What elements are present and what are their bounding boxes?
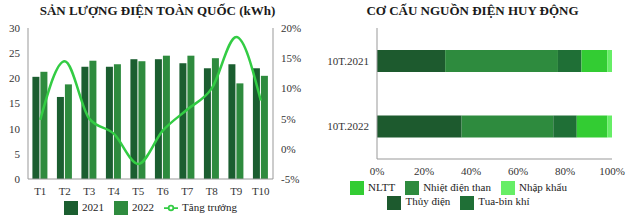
- svg-text:10%: 10%: [281, 82, 301, 94]
- svg-text:T9: T9: [230, 185, 243, 197]
- html-text:Thủy điện: Thủy điện: [405, 195, 451, 208]
- svg-text:10T.2022: 10T.2022: [327, 120, 369, 132]
- svg-text:T4: T4: [108, 185, 121, 197]
- svg-text:0%: 0%: [370, 165, 385, 177]
- svg-text:20%: 20%: [281, 22, 301, 34]
- html-text:NLTT: NLTT: [368, 181, 396, 193]
- svg-text:10: 10: [9, 123, 21, 135]
- svg-text:30: 30: [9, 22, 21, 34]
- html-text:2021: 2021: [82, 201, 105, 213]
- svg-text:T3: T3: [83, 185, 96, 197]
- svg-text:T10: T10: [252, 185, 270, 197]
- svg-text:25: 25: [9, 47, 21, 59]
- svg-text:80%: 80%: [555, 165, 575, 177]
- svg-text:10T.2021: 10T.2021: [327, 55, 369, 67]
- svg-text:0: 0: [15, 173, 21, 185]
- html-text:SẢN LƯỢNG ĐIỆN TOÀN QUỐC (kWh): SẢN LƯỢNG ĐIỆN TOÀN QUỐC (kWh): [39, 3, 276, 18]
- svg-text:0%: 0%: [281, 143, 296, 155]
- html-text:Nhiệt điện than: Nhiệt điện than: [423, 181, 491, 193]
- svg-text:5: 5: [15, 148, 21, 160]
- svg-text:40%: 40%: [461, 165, 481, 177]
- html-text:Tua-bin khí: Tua-bin khí: [478, 195, 530, 208]
- svg-text:15%: 15%: [281, 52, 301, 64]
- html-text:Tăng trưởng: Tăng trưởng: [182, 201, 237, 213]
- svg-text:20%: 20%: [414, 165, 434, 177]
- svg-text:-5%: -5%: [281, 173, 299, 185]
- svg-text:T1: T1: [34, 185, 46, 197]
- svg-text:20: 20: [9, 72, 21, 84]
- svg-text:T5: T5: [132, 185, 145, 197]
- svg-text:100%: 100%: [599, 165, 622, 177]
- svg-text:T6: T6: [157, 185, 170, 197]
- html-text:CƠ CẤU NGUỒN ĐIỆN HUY ĐỘNG: CƠ CẤU NGUỒN ĐIỆN HUY ĐỘNG: [366, 3, 579, 18]
- html-text:2022: 2022: [132, 201, 155, 213]
- svg-text:60%: 60%: [508, 165, 528, 177]
- svg-text:T8: T8: [206, 185, 219, 197]
- svg-text:5%: 5%: [281, 113, 296, 125]
- svg-text:T2: T2: [59, 185, 71, 197]
- html-text:Nhập khẩu: Nhập khẩu: [519, 181, 567, 193]
- svg-text:15: 15: [9, 97, 21, 109]
- svg-text:T7: T7: [181, 185, 194, 197]
